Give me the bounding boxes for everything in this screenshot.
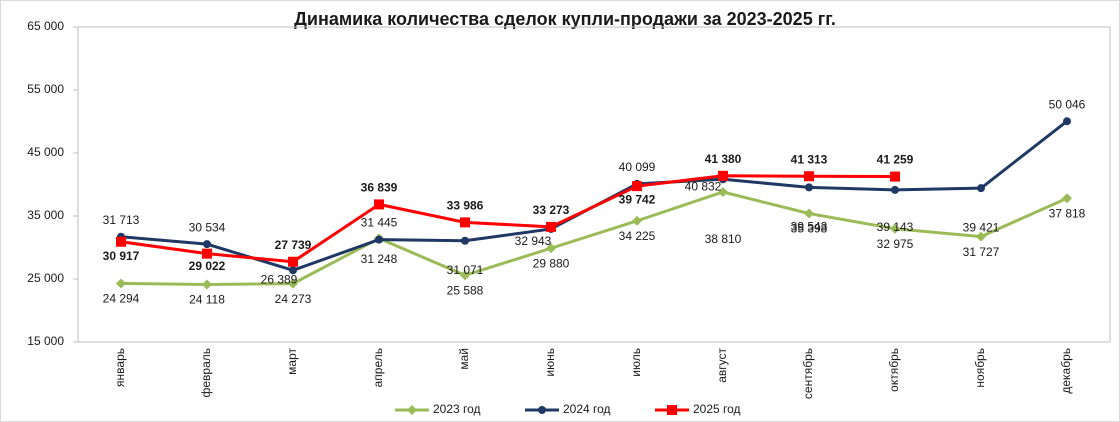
series-line: [120, 174, 896, 264]
data-label: 34 225: [619, 229, 656, 243]
data-label: 26 389: [261, 272, 298, 286]
point: [289, 266, 297, 275]
point: [718, 186, 728, 197]
data-label: 37 818: [1049, 206, 1086, 220]
plot-area: [77, 26, 1111, 343]
point: [116, 236, 126, 247]
point: [116, 278, 126, 289]
point: [976, 231, 986, 242]
point: [804, 171, 814, 182]
data-label: 33 986: [447, 199, 484, 213]
x-tick-label: сентябрь: [801, 348, 815, 399]
data-label: 38 810: [705, 232, 742, 246]
data-label: 33 273: [533, 203, 570, 217]
x-tick-label: март: [285, 348, 299, 375]
x-tick-label: июль: [629, 348, 643, 377]
data-label: 39 421: [963, 220, 1000, 234]
data-label: 41 380: [705, 152, 742, 166]
data-label: 36 839: [361, 181, 398, 195]
point: [288, 278, 298, 289]
data-label: 24 118: [189, 293, 225, 307]
data-label: 31 248: [361, 252, 398, 266]
legend-marker: [538, 406, 546, 414]
point: [375, 235, 383, 244]
x-tick-label: октябрь: [887, 348, 901, 392]
point: [890, 171, 900, 182]
data-label: 31 071: [447, 263, 484, 277]
point: [890, 223, 900, 234]
data-label: 32 975: [877, 237, 914, 251]
data-label: 41 313: [791, 152, 828, 166]
point: [202, 279, 212, 290]
y-tick-label: 55 000: [27, 82, 64, 96]
point: [546, 221, 556, 232]
y-tick-label: 65 000: [27, 19, 64, 33]
legend-marker: [407, 405, 417, 415]
data-label: 30 917: [103, 249, 140, 263]
point: [288, 256, 298, 267]
point: [461, 236, 469, 245]
data-label: 24 273: [275, 292, 312, 306]
point: [718, 170, 728, 181]
point: [202, 248, 212, 259]
point: [460, 270, 470, 281]
data-label: 50 046: [1049, 97, 1086, 111]
chart-title: Динамика количества сделок купли-продажи…: [294, 9, 836, 29]
point: [1063, 117, 1071, 126]
point: [1062, 193, 1072, 204]
x-tick-label: май: [457, 348, 471, 370]
legend-label: 2023 год: [433, 402, 481, 416]
data-label: 41 259: [877, 153, 914, 167]
point: [374, 199, 384, 210]
data-label: 32 943: [515, 234, 552, 248]
data-label: 40 099: [619, 160, 656, 174]
point: [891, 185, 899, 194]
point: [546, 243, 556, 254]
x-tick-label: февраль: [199, 348, 213, 398]
data-label: 27 739: [275, 238, 312, 252]
data-label: 39 143: [877, 220, 914, 234]
data-label: 35 398: [791, 222, 828, 236]
point: [805, 183, 813, 192]
point: [203, 240, 211, 249]
data-label: 29 880: [533, 256, 570, 270]
x-tick-label: апрель: [371, 348, 385, 387]
point: [804, 208, 814, 219]
data-label: 39 742: [619, 192, 656, 206]
y-tick-label: 35 000: [27, 208, 64, 222]
point: [977, 184, 985, 193]
data-label: 39 543: [791, 220, 828, 234]
y-tick-label: 45 000: [27, 145, 64, 159]
legend-marker: [667, 405, 677, 415]
data-label: 25 588: [447, 283, 484, 297]
x-tick-label: декабрь: [1059, 348, 1073, 394]
y-tick-label: 15 000: [27, 334, 64, 348]
point: [460, 217, 470, 228]
point: [632, 215, 642, 226]
legend-label: 2024 год: [563, 402, 611, 416]
x-tick-label: январь: [113, 348, 127, 387]
data-label: 29 022: [189, 259, 226, 273]
data-label: 40 832: [685, 179, 722, 193]
x-tick-label: ноябрь: [973, 348, 987, 388]
data-label: 24 294: [103, 292, 140, 306]
data-label: 31 713: [103, 213, 140, 227]
data-label: 31 445: [361, 216, 398, 230]
data-label: 31 727: [963, 245, 1000, 259]
data-label: 30 534: [189, 220, 226, 234]
point: [632, 181, 642, 192]
x-tick-label: июнь: [543, 348, 557, 377]
series-line: [120, 190, 1068, 287]
y-tick-label: 25 000: [27, 271, 64, 285]
legend-label: 2025 год: [693, 402, 741, 416]
x-tick-label: август: [715, 348, 729, 383]
